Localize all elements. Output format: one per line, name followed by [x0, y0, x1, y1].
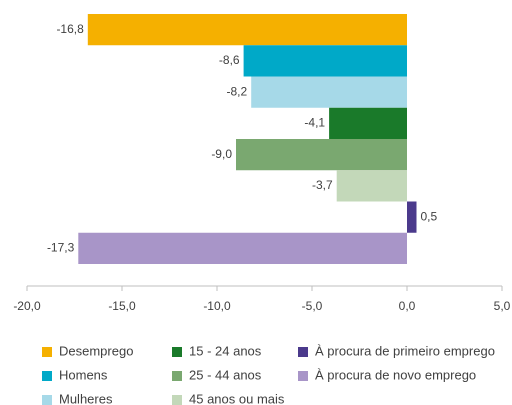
value-label: -4,1 — [304, 116, 325, 130]
legend-swatch — [172, 395, 182, 405]
x-tick-label: 0,0 — [399, 299, 416, 313]
value-label: -9,0 — [211, 147, 232, 161]
value-label: -8,6 — [219, 53, 240, 67]
bar — [87, 14, 408, 46]
x-tick-label: 5,0 — [494, 299, 511, 313]
bar — [243, 45, 407, 77]
bar — [329, 107, 407, 139]
legend-label: 25 - 44 anos — [189, 367, 262, 382]
legend-swatch — [42, 395, 52, 405]
legend-label: 45 anos ou mais — [189, 391, 285, 405]
legend-label: Mulheres — [59, 391, 113, 405]
bar — [407, 201, 417, 233]
legend-swatch — [42, 371, 52, 381]
bar — [251, 76, 407, 108]
value-label: 0,5 — [421, 209, 438, 223]
value-label: -8,2 — [227, 84, 248, 98]
legend-swatch — [298, 347, 308, 357]
legend-label: Homens — [59, 367, 108, 382]
legend-swatch — [298, 371, 308, 381]
legend-swatch — [42, 347, 52, 357]
bar — [78, 232, 408, 264]
value-label: -17,3 — [47, 241, 75, 255]
legend-swatch — [172, 371, 182, 381]
legend-label: À procura de primeiro emprego — [315, 343, 495, 358]
bar — [236, 139, 407, 171]
x-tick-label: -15,0 — [108, 299, 136, 313]
legend-label: À procura de novo emprego — [315, 367, 476, 382]
value-label: -16,8 — [56, 22, 84, 36]
value-label: -3,7 — [312, 178, 333, 192]
x-tick-label: -20,0 — [13, 299, 41, 313]
bar — [336, 170, 407, 202]
legend-label: Desemprego — [59, 343, 133, 358]
x-tick-label: -5,0 — [302, 299, 323, 313]
x-tick-label: -10,0 — [203, 299, 231, 313]
legend-label: 15 - 24 anos — [189, 343, 262, 358]
legend-swatch — [172, 347, 182, 357]
